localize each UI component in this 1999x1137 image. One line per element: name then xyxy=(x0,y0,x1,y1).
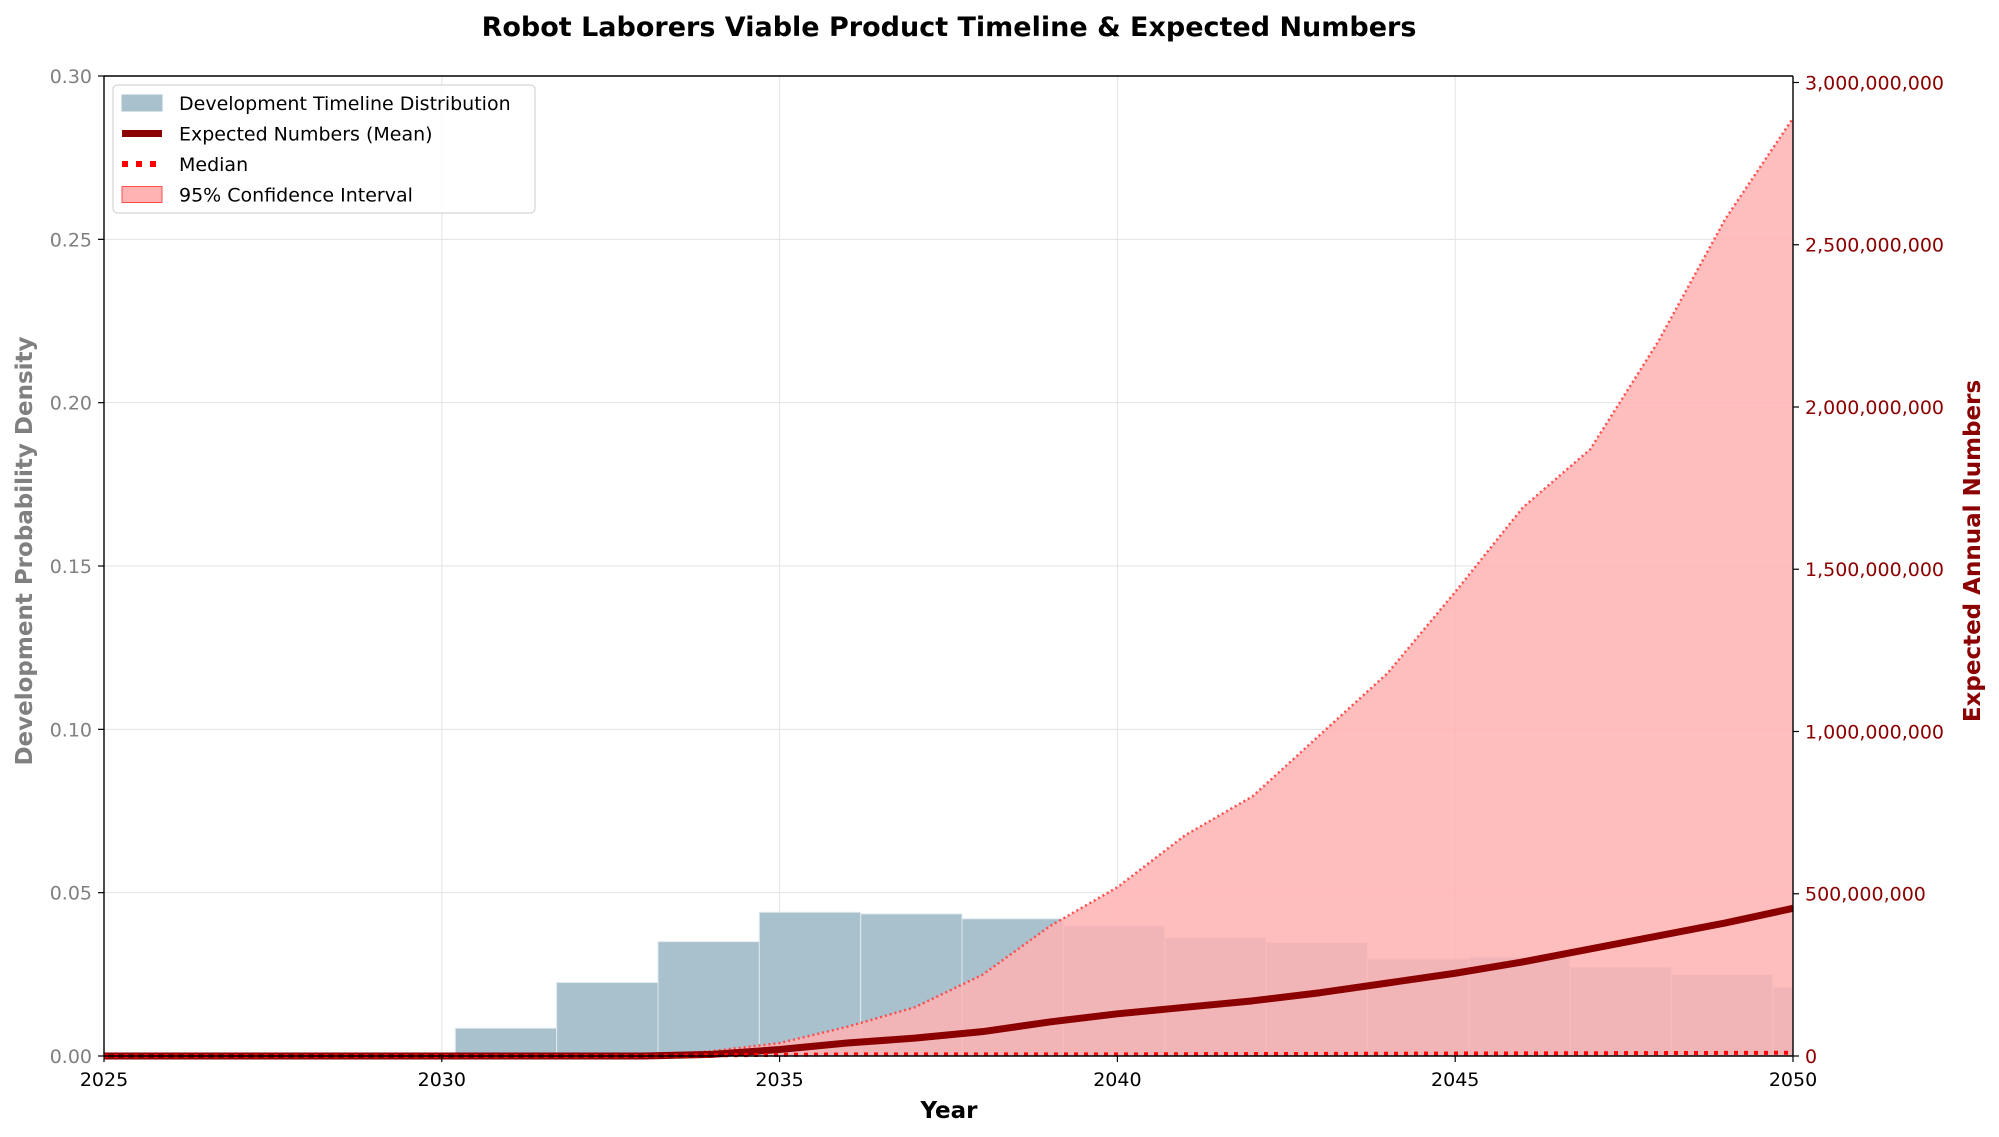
legend-swatch-ci xyxy=(121,186,163,203)
left-y-tick-label: 0.10 xyxy=(50,719,92,741)
left-y-tick-label: 0.20 xyxy=(50,393,92,415)
median-line xyxy=(104,1050,1794,1058)
x-tick-label: 2050 xyxy=(1769,1069,1817,1091)
x-tick-label: 2025 xyxy=(80,1069,128,1091)
legend-swatch-histogram xyxy=(121,94,163,112)
histogram-bar xyxy=(454,1027,558,1057)
left-y-tick-label: 0.15 xyxy=(50,556,92,578)
legend-label: Median xyxy=(179,154,248,176)
legend-label: Development Timeline Distribution xyxy=(179,93,511,115)
x-tick-label: 2040 xyxy=(1093,1069,1141,1091)
right-y-tick-label: 2,500,000,000 xyxy=(1805,235,1944,257)
legend-box xyxy=(112,84,536,214)
right-y-tick-label: 0 xyxy=(1805,1046,1817,1068)
legend-label: Expected Numbers (Mean) xyxy=(179,124,433,146)
confidence-interval-band xyxy=(104,118,1793,1057)
right-y-tick-label: 1,500,000,000 xyxy=(1805,559,1944,581)
histogram-bar xyxy=(657,941,760,1057)
left-y-axis-label: Development Probability Density xyxy=(12,336,38,765)
x-tick-label: 2035 xyxy=(755,1069,803,1091)
x-axis-label: Year xyxy=(919,1098,978,1124)
right-y-tick-label: 2,000,000,000 xyxy=(1805,397,1944,419)
left-y-tick-label: 0.25 xyxy=(50,229,92,251)
legend-label: 95% Confidence Interval xyxy=(179,185,413,207)
plot-area: 2025 2030 2035 2040 2045 2050 0.00 0.05 0.10 0.15… xyxy=(50,66,1944,1091)
legend: Development Timeline Distribution Expecte… xyxy=(112,84,536,214)
left-y-tick-label: 0.05 xyxy=(50,883,92,905)
x-tick-label: 2030 xyxy=(418,1069,466,1091)
x-tick-label: 2045 xyxy=(1431,1069,1479,1091)
right-y-tick-label: 3,000,000,000 xyxy=(1805,72,1944,94)
confidence-interval-upper-edge xyxy=(104,117,1795,1058)
right-y-tick-label: 1,000,000,000 xyxy=(1805,721,1944,743)
right-y-axis-label: Expected Annual Numbers xyxy=(1960,380,1986,722)
left-y-tick-label: 0.30 xyxy=(50,66,92,88)
chart-title: Robot Laborers Viable Product Timeline &… xyxy=(482,12,1417,43)
right-y-tick-label: 500,000,000 xyxy=(1805,884,1926,906)
left-y-tick-label: 0.00 xyxy=(50,1046,92,1068)
histogram-bar xyxy=(556,982,659,1057)
mean-line xyxy=(104,904,1794,1060)
